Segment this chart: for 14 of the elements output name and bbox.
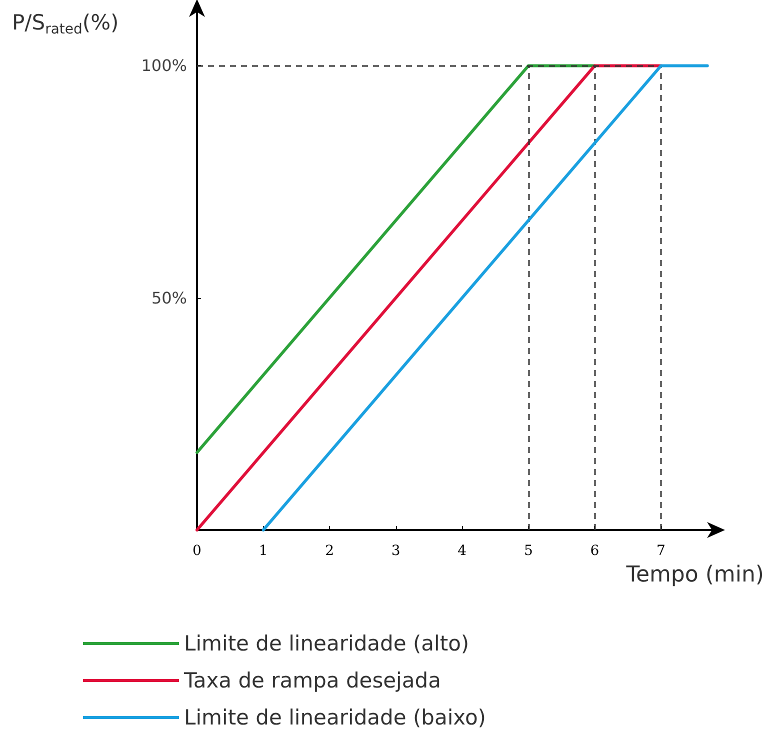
legend-label: Limite de linearidade (baixo) [184, 706, 486, 730]
x-tick-label: 5 [524, 543, 533, 559]
y-tick-label: 50% [151, 288, 187, 308]
y-tick-label: 100% [141, 56, 187, 76]
x-tick-label: 3 [391, 543, 400, 559]
legend-label: Taxa de rampa desejada [183, 668, 441, 692]
x-tick-label: 6 [590, 543, 600, 559]
x-tick-label: 0 [192, 543, 202, 559]
x-tick-label: 4 [458, 543, 467, 559]
x-tick-label: 2 [325, 543, 334, 559]
x-tick-label: 1 [258, 543, 268, 559]
legend-label: Limite de linearidade (alto) [184, 632, 470, 656]
x-tick-label: 7 [656, 543, 666, 559]
x-axis-title: Tempo (min) [625, 562, 764, 588]
